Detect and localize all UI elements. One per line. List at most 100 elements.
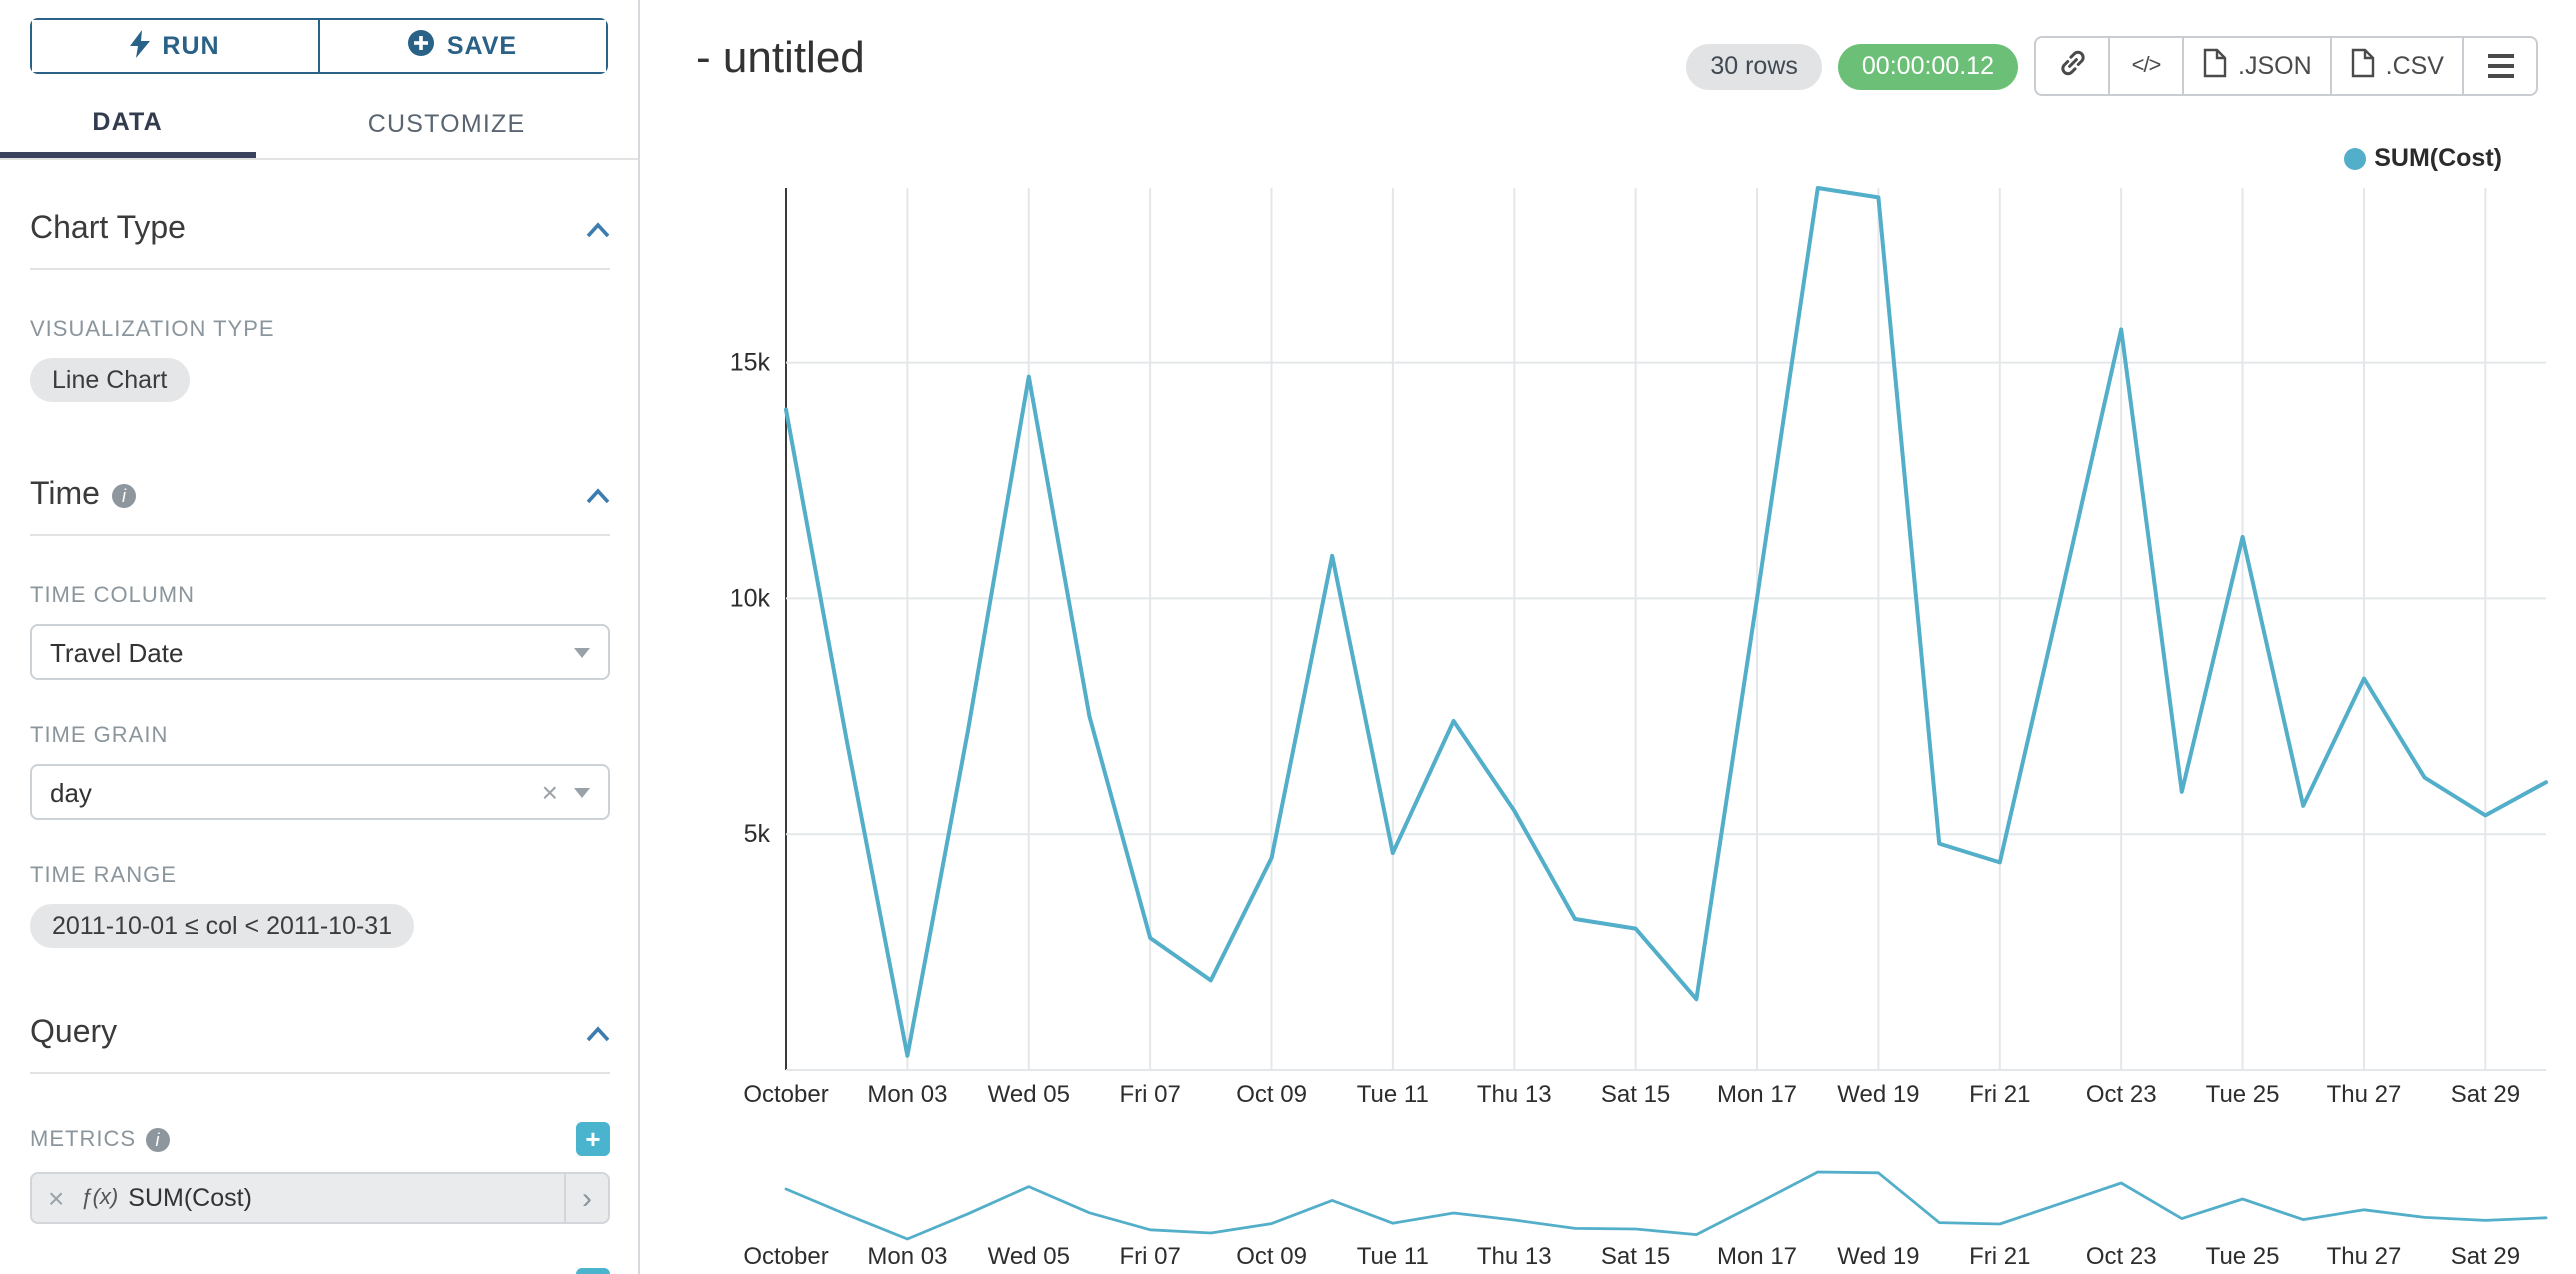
tab-customize-label: CUSTOMIZE xyxy=(367,110,526,138)
chart-type-section-header[interactable]: Chart Type xyxy=(30,212,610,248)
run-save-button-group: RUN SAVE xyxy=(30,18,608,74)
svg-text:Oct 23: Oct 23 xyxy=(2086,1081,2157,1108)
run-button-label: RUN xyxy=(162,32,220,60)
add-metric-button[interactable] xyxy=(576,1122,610,1156)
share-link-button[interactable] xyxy=(2034,36,2110,96)
time-grain-label: TIME GRAIN xyxy=(30,724,169,748)
overview-brush-chart[interactable]: October Mon 03 Wed 05 Fri 07 Oct 09 Tue 11 Thu… xyxy=(706,1156,2558,1274)
svg-text:Tue 25: Tue 25 xyxy=(2206,1081,2280,1108)
metrics-row: METRICS xyxy=(30,1122,610,1156)
chart-type-section-title: Chart Type xyxy=(30,212,186,246)
svg-text:Fri 21: Fri 21 xyxy=(1969,1243,2030,1270)
link-icon xyxy=(2057,48,2087,84)
time-grain-value: day xyxy=(50,777,92,807)
svg-text:Fri 07: Fri 07 xyxy=(1120,1081,1181,1108)
tab-data-label: DATA xyxy=(92,107,163,135)
svg-text:Oct 23: Oct 23 xyxy=(2086,1243,2157,1270)
svg-text:Thu 27: Thu 27 xyxy=(2327,1243,2402,1270)
chart-panel: - untitled 30 rows 00:00:00.12 </> xyxy=(640,0,2576,1274)
svg-text:Sat 15: Sat 15 xyxy=(1601,1243,1670,1270)
plus-circle-icon xyxy=(408,30,435,62)
svg-text:Fri 07: Fri 07 xyxy=(1120,1243,1181,1270)
lightning-bolt-icon xyxy=(130,29,151,63)
section-divider xyxy=(30,534,610,536)
metric-label: SUM(Cost) xyxy=(128,1184,252,1212)
time-range-label: TIME RANGE xyxy=(30,864,177,888)
visualization-type-label: VISUALIZATION TYPE xyxy=(30,318,275,342)
time-column-value: Travel Date xyxy=(50,637,184,667)
tab-customize[interactable]: CUSTOMIZE xyxy=(255,90,638,158)
svg-text:15k: 15k xyxy=(730,349,771,377)
visualization-type-value[interactable]: Line Chart xyxy=(30,358,190,402)
chevron-up-icon[interactable] xyxy=(586,1016,610,1052)
export-button-group: </> .JSON .CSV xyxy=(2034,36,2538,96)
svg-text:Wed 05: Wed 05 xyxy=(988,1081,1070,1108)
add-filter-button[interactable] xyxy=(576,1268,610,1274)
svg-text:Fri 21: Fri 21 xyxy=(1969,1081,2030,1108)
chevron-up-icon[interactable] xyxy=(586,212,610,248)
svg-text:Tue 11: Tue 11 xyxy=(1357,1081,1429,1108)
time-column-select[interactable]: Travel Date xyxy=(30,624,610,680)
svg-text:Sat 29: Sat 29 xyxy=(2451,1081,2520,1108)
export-csv-label: .CSV xyxy=(2385,52,2444,80)
time-grain-select[interactable]: day xyxy=(30,764,610,820)
svg-text:Tue 25: Tue 25 xyxy=(2206,1243,2280,1270)
controls-scroll-area: Chart Type VISUALIZATION TYPE Line Chart… xyxy=(0,212,638,1274)
save-button[interactable]: SAVE xyxy=(318,20,606,72)
fx-icon: ƒ(x) xyxy=(80,1186,119,1210)
chart-legend[interactable]: SUM(Cost) xyxy=(2344,144,2502,172)
panel-tabs: DATA CUSTOMIZE xyxy=(0,90,638,160)
svg-text:Wed 05: Wed 05 xyxy=(988,1243,1070,1270)
run-button[interactable]: RUN xyxy=(32,20,318,72)
section-divider xyxy=(30,268,610,270)
svg-text:Wed 19: Wed 19 xyxy=(1837,1243,1919,1270)
time-range-value[interactable]: 2011-10-01 ≤ col < 2011-10-31 xyxy=(30,904,415,948)
query-section-header[interactable]: Query xyxy=(30,1016,610,1052)
export-json-button[interactable]: .JSON xyxy=(2182,36,2332,96)
chart-title[interactable]: - untitled xyxy=(696,32,865,82)
svg-text:Thu 13: Thu 13 xyxy=(1477,1243,1552,1270)
query-timer-badge: 00:00:00.12 xyxy=(1837,43,2018,89)
control-panel-sidebar: RUN SAVE DATA CUSTOMIZE Chart Type xyxy=(0,0,640,1274)
info-icon xyxy=(146,1127,170,1151)
legend-series-label: SUM(Cost) xyxy=(2374,144,2502,172)
menu-button[interactable] xyxy=(2462,36,2538,96)
svg-text:Oct 09: Oct 09 xyxy=(1236,1081,1307,1108)
svg-text:10k: 10k xyxy=(730,584,771,612)
svg-text:October: October xyxy=(743,1081,828,1108)
chevron-right-icon[interactable] xyxy=(564,1174,608,1222)
svg-text:Mon 03: Mon 03 xyxy=(867,1081,947,1108)
chevron-up-icon[interactable] xyxy=(586,478,610,514)
svg-text:October: October xyxy=(743,1243,828,1270)
metric-item[interactable]: ƒ(x) SUM(Cost) xyxy=(30,1172,610,1224)
svg-text:Thu 27: Thu 27 xyxy=(2327,1081,2402,1108)
hamburger-menu-icon xyxy=(2487,54,2513,78)
svg-text:5k: 5k xyxy=(744,820,771,848)
svg-text:Sat 29: Sat 29 xyxy=(2451,1243,2520,1270)
export-json-label: .JSON xyxy=(2238,52,2312,80)
clear-icon[interactable] xyxy=(542,778,558,806)
time-section-title: Time xyxy=(30,478,136,514)
svg-text:Mon 17: Mon 17 xyxy=(1717,1243,1797,1270)
filters-row: FILTERS xyxy=(30,1268,610,1274)
file-icon xyxy=(2350,48,2376,84)
time-column-label: TIME COLUMN xyxy=(30,584,195,608)
query-section-title: Query xyxy=(30,1016,118,1050)
tab-data[interactable]: DATA xyxy=(0,90,256,158)
row-count-badge: 30 rows xyxy=(1686,43,1822,89)
legend-series-dot xyxy=(2344,147,2367,169)
view-query-button[interactable]: </> xyxy=(2108,36,2184,96)
save-button-label: SAVE xyxy=(446,32,518,60)
file-icon xyxy=(2202,48,2228,84)
metrics-label-text: METRICS xyxy=(30,1127,136,1151)
main-line-chart[interactable]: 5k 10k 15k October Mon 03 Wed 05 Fri 07 Oct 09 T… xyxy=(706,176,2558,1132)
chevron-down-icon xyxy=(574,787,590,797)
svg-text:Sat 15: Sat 15 xyxy=(1601,1081,1670,1108)
section-divider xyxy=(30,1072,610,1074)
export-csv-button[interactable]: .CSV xyxy=(2329,36,2464,96)
time-section-header[interactable]: Time xyxy=(30,478,610,514)
svg-text:Mon 03: Mon 03 xyxy=(867,1243,947,1270)
remove-metric-icon[interactable] xyxy=(48,1184,64,1212)
time-section-title-text: Time xyxy=(30,478,100,512)
